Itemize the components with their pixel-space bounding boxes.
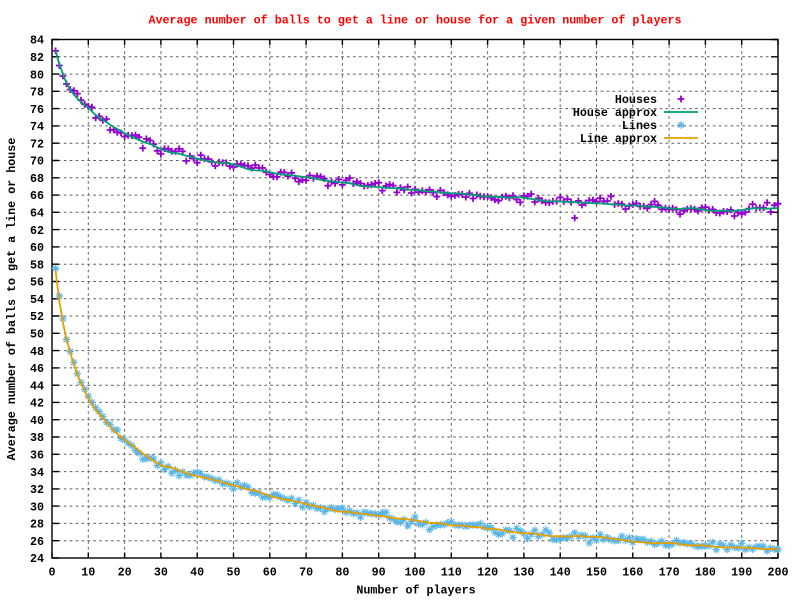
svg-text:70: 70: [299, 566, 313, 580]
svg-text:46: 46: [30, 362, 44, 376]
svg-text:Line approx: Line approx: [580, 132, 657, 146]
svg-text:140: 140: [550, 566, 571, 580]
svg-text:56: 56: [30, 276, 44, 290]
svg-text:24: 24: [30, 552, 44, 566]
svg-text:Number of players: Number of players: [356, 584, 475, 598]
svg-text:170: 170: [659, 566, 680, 580]
svg-text:190: 190: [731, 566, 752, 580]
svg-text:120: 120: [477, 566, 498, 580]
svg-text:130: 130: [513, 566, 534, 580]
svg-text:64: 64: [30, 207, 44, 221]
svg-text:80: 80: [335, 566, 349, 580]
svg-text:48: 48: [30, 345, 44, 359]
svg-text:160: 160: [622, 566, 643, 580]
svg-text:84: 84: [30, 34, 44, 48]
svg-text:28: 28: [30, 518, 44, 532]
svg-text:70: 70: [30, 155, 44, 169]
svg-text:82: 82: [30, 51, 44, 65]
svg-text:74: 74: [30, 120, 44, 134]
svg-text:200: 200: [767, 566, 788, 580]
svg-text:62: 62: [30, 224, 44, 238]
svg-text:52: 52: [30, 310, 44, 324]
svg-text:110: 110: [441, 566, 462, 580]
svg-text:78: 78: [30, 86, 44, 100]
svg-text:34: 34: [30, 466, 44, 480]
svg-text:60: 60: [263, 566, 277, 580]
svg-text:40: 40: [190, 566, 204, 580]
svg-text:36: 36: [30, 449, 44, 463]
svg-text:100: 100: [404, 566, 425, 580]
svg-text:Lines: Lines: [622, 119, 657, 133]
svg-text:76: 76: [30, 103, 44, 117]
svg-text:66: 66: [30, 189, 44, 203]
svg-text:60: 60: [30, 241, 44, 255]
svg-text:Average number of balls to get: Average number of balls to get a line or…: [5, 138, 19, 461]
svg-text:0: 0: [48, 566, 55, 580]
svg-text:40: 40: [30, 414, 44, 428]
svg-text:42: 42: [30, 397, 44, 411]
svg-text:44: 44: [30, 379, 44, 393]
svg-text:26: 26: [30, 535, 44, 549]
svg-text:Houses: Houses: [615, 93, 657, 107]
svg-text:Average number of balls to get: Average number of balls to get a line or…: [148, 14, 681, 28]
svg-text:68: 68: [30, 172, 44, 186]
svg-text:20: 20: [118, 566, 132, 580]
svg-text:House approx: House approx: [573, 106, 657, 120]
svg-text:38: 38: [30, 431, 44, 445]
svg-text:50: 50: [226, 566, 240, 580]
svg-text:50: 50: [30, 328, 44, 342]
svg-text:30: 30: [30, 500, 44, 514]
svg-text:80: 80: [30, 68, 44, 82]
svg-text:30: 30: [154, 566, 168, 580]
svg-text:90: 90: [372, 566, 386, 580]
svg-text:58: 58: [30, 258, 44, 272]
svg-text:10: 10: [81, 566, 95, 580]
svg-text:32: 32: [30, 483, 44, 497]
svg-text:150: 150: [586, 566, 607, 580]
svg-text:72: 72: [30, 137, 44, 151]
svg-text:180: 180: [695, 566, 716, 580]
svg-text:54: 54: [30, 293, 44, 307]
